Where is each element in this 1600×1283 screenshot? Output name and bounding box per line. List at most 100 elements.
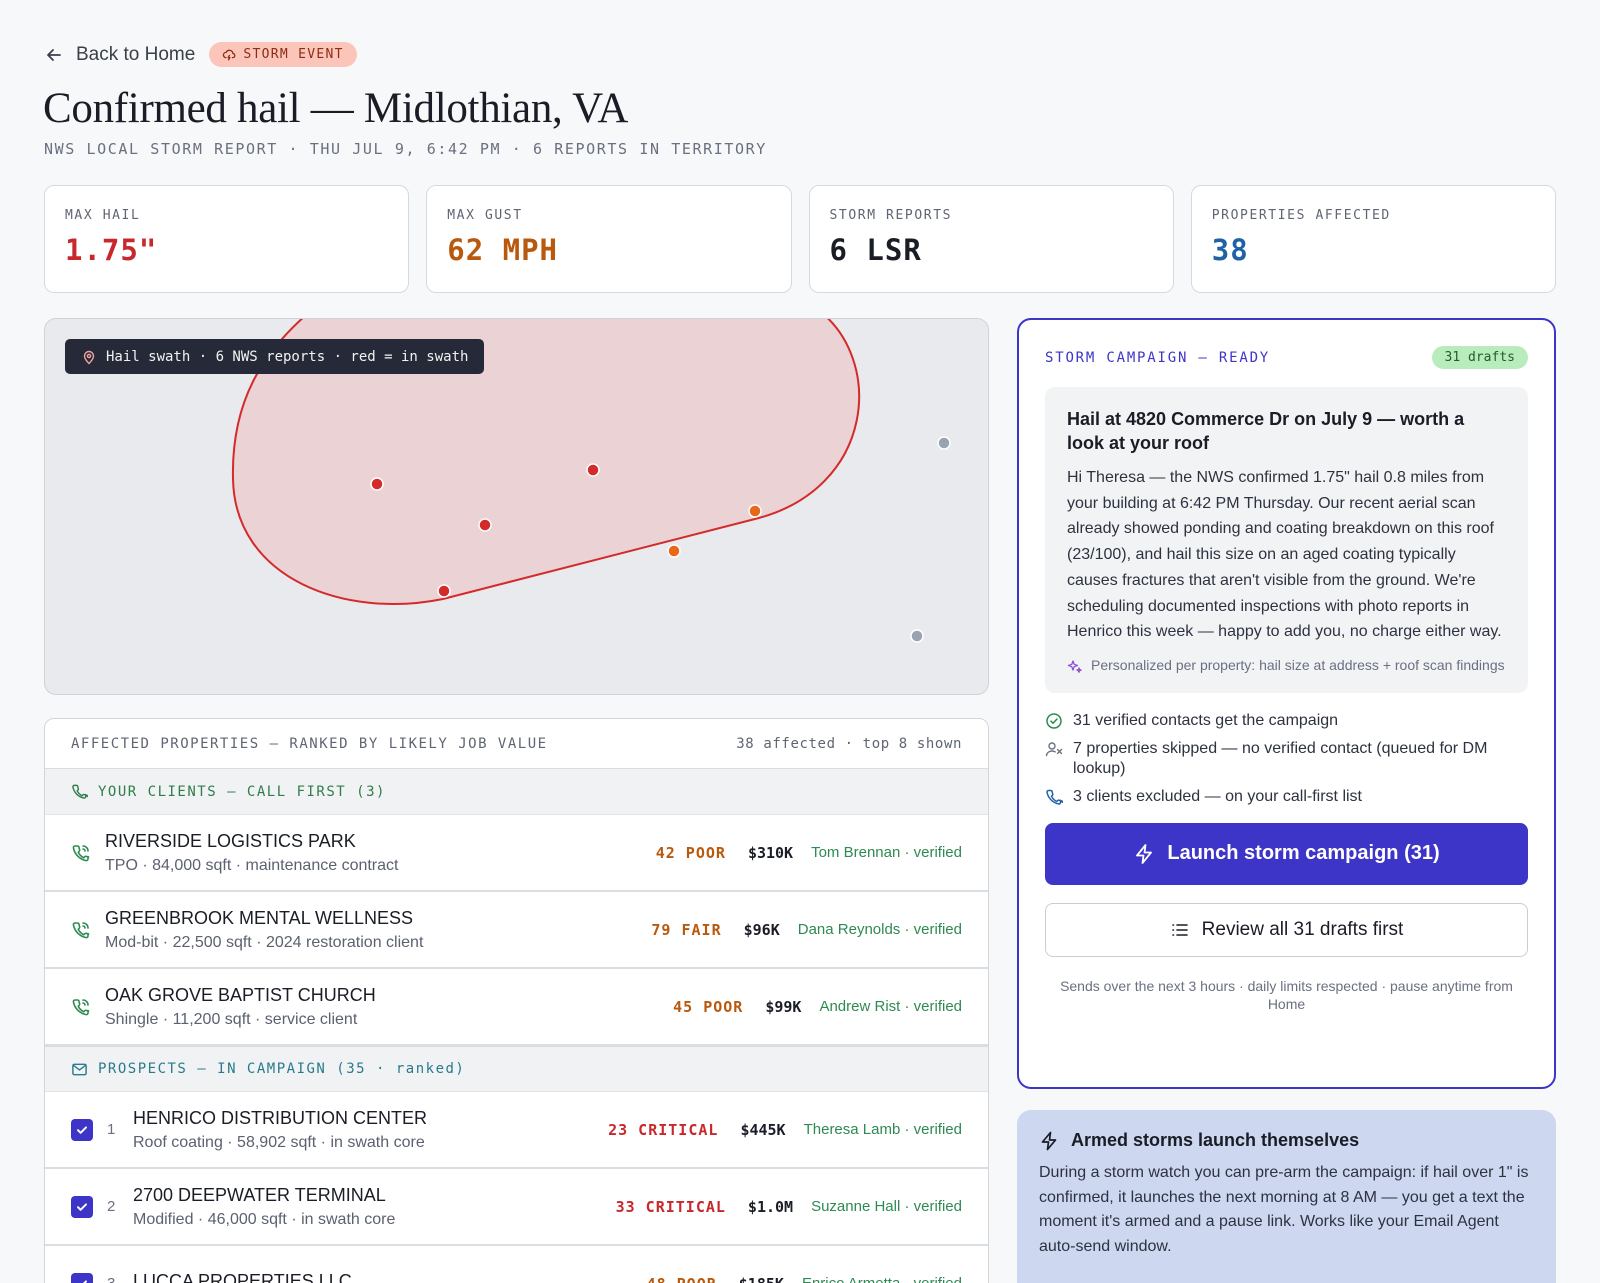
review-drafts-button[interactable]: Review all 31 drafts first xyxy=(1045,902,1528,957)
storm-event-label: STORM EVENT xyxy=(243,47,344,62)
list-icon xyxy=(1171,924,1188,936)
roof-score: 23 CRITICAL xyxy=(608,1120,719,1139)
property-name: LUCCA PROPERTIES LLC xyxy=(133,1270,352,1283)
properties-header: AFFECTED PROPERTIES — RANKED BY LIKELY J… xyxy=(45,719,988,769)
phone-call-icon[interactable] xyxy=(71,843,91,863)
launch-campaign-button[interactable]: Launch storm campaign (31) xyxy=(1045,822,1528,885)
launch-campaign-label: Launch storm campaign (31) xyxy=(1167,842,1440,865)
stat-value: 1.75" xyxy=(65,233,158,267)
sparkle-icon xyxy=(1067,660,1082,673)
contact-name[interactable]: Tom Brennan · verified xyxy=(811,844,962,861)
contact-name[interactable]: Theresa Lamb · verified xyxy=(803,1121,962,1138)
select-checkbox[interactable] xyxy=(71,1195,93,1218)
campaign-checklist: 31 verified contacts get the campaign 7 … xyxy=(1045,711,1528,807)
send-schedule-note: Sends over the next 3 hours · daily limi… xyxy=(1060,977,1513,1012)
contact-name[interactable]: Suzanne Hall · verified xyxy=(811,1198,962,1215)
page-subtitle: NWS LOCAL STORM REPORT · THU JUL 9, 6:42… xyxy=(44,140,767,158)
stat-card-properties-affected: PROPERTIES AFFECTED 38 xyxy=(1190,185,1556,293)
table-row[interactable]: 1 HENRICO DISTRIBUTION CENTER Roof coati… xyxy=(45,1092,988,1169)
stat-label: MAX GUST xyxy=(447,208,523,223)
storm-report-marker[interactable] xyxy=(667,544,681,558)
back-to-home-link[interactable]: Back to Home xyxy=(44,44,195,66)
table-row[interactable]: OAK GROVE BAPTIST CHURCH Shingle · 11,20… xyxy=(45,969,988,1046)
storm-map[interactable]: Hail swath · 6 NWS reports · red = in sw… xyxy=(44,318,989,695)
back-label: Back to Home xyxy=(76,43,196,65)
map-legend-text: Hail swath · 6 NWS reports · red = in sw… xyxy=(106,348,469,365)
storm-report-marker[interactable] xyxy=(748,504,762,518)
phone-call-icon[interactable] xyxy=(71,997,91,1017)
checklist-text: 3 clients excluded — on your call-first … xyxy=(1073,787,1362,805)
property-meta: Mod-bit · 22,500 sqft · 2024 restoration… xyxy=(105,933,424,951)
stat-card-max-hail: MAX HAIL 1.75" xyxy=(44,185,410,293)
contact-name[interactable]: Andrew Rist · verified xyxy=(819,998,962,1015)
hail-swath-area xyxy=(231,319,861,605)
checklist-text: 7 properties skipped — no verified conta… xyxy=(1073,739,1488,777)
storm-report-marker[interactable] xyxy=(437,584,451,598)
personalization-text: Personalized per property: hail size at … xyxy=(1091,656,1505,673)
armed-storms-header: Armed storms launch themselves xyxy=(1039,1130,1534,1151)
hail-swath-svg xyxy=(231,319,951,643)
stat-value: 38 xyxy=(1211,233,1249,267)
storm-report-marker[interactable] xyxy=(370,477,384,491)
select-checkbox[interactable] xyxy=(71,1272,93,1283)
contact-name[interactable]: Enrico Armetta · verified xyxy=(802,1275,962,1283)
list-item: 31 verified contacts get the campaign xyxy=(1045,711,1528,731)
prospects-section-label: PROSPECTS — IN CAMPAIGN (35 · ranked) xyxy=(98,1061,466,1077)
select-checkbox[interactable] xyxy=(71,1118,93,1141)
map-pin-icon xyxy=(83,350,95,364)
table-row[interactable]: RIVERSIDE LOGISTICS PARK TPO · 84,000 sq… xyxy=(45,815,988,892)
properties-title: AFFECTED PROPERTIES — RANKED BY LIKELY J… xyxy=(71,735,548,752)
table-row[interactable]: 3 LUCCA PROPERTIES LLC 48 POOR $185K Enr… xyxy=(45,1246,988,1283)
storm-report-marker[interactable] xyxy=(478,518,492,532)
property-meta: Shingle · 11,200 sqft · service client xyxy=(105,1010,358,1028)
lightning-icon xyxy=(1041,1131,1057,1150)
page-title: Confirmed hail — Midlothian, VA xyxy=(43,85,629,132)
campaign-title: STORM CAMPAIGN — READY xyxy=(1045,349,1271,366)
stat-card-storm-reports: STORM REPORTS 6 LSR xyxy=(808,185,1174,293)
drafts-badge: 31 drafts xyxy=(1431,346,1528,369)
email-body: Hi Theresa — the NWS confirmed 1.75" hai… xyxy=(1067,469,1502,641)
stat-card-max-gust: MAX GUST 62 MPH xyxy=(426,185,792,293)
stat-value: 6 LSR xyxy=(829,233,922,267)
storm-report-marker[interactable] xyxy=(586,463,600,477)
storm-report-marker[interactable] xyxy=(910,629,924,643)
mail-icon xyxy=(72,1063,87,1075)
check-icon xyxy=(77,1125,87,1134)
phone-call-icon[interactable] xyxy=(71,920,91,940)
job-value: $1.0M xyxy=(747,1197,794,1216)
roof-score: 45 POOR xyxy=(673,997,744,1016)
storm-report-marker[interactable] xyxy=(937,436,951,450)
storm-event-badge: STORM EVENT xyxy=(209,42,357,67)
armed-storms-body: During a storm watch you can pre-arm the… xyxy=(1039,1164,1529,1255)
rank-number: 3 xyxy=(107,1275,133,1283)
arrow-left-icon xyxy=(47,48,61,61)
list-item: 7 properties skipped — no verified conta… xyxy=(1045,739,1528,779)
job-value: $445K xyxy=(740,1120,786,1139)
property-name: HENRICO DISTRIBUTION CENTER xyxy=(133,1107,428,1128)
email-preview[interactable]: Hail at 4820 Commerce Dr on July 9 — wor… xyxy=(1045,387,1528,693)
rank-number: 2 xyxy=(107,1198,116,1215)
stat-label: MAX HAIL xyxy=(65,208,141,223)
prospects-section-header: PROSPECTS — IN CAMPAIGN (35 · ranked) xyxy=(45,1046,988,1092)
table-row[interactable]: 2 2700 DEEPWATER TERMINAL Modified · 46,… xyxy=(45,1169,988,1246)
clients-section-label: YOUR CLIENTS — CALL FIRST (3) xyxy=(98,783,386,800)
check-icon xyxy=(77,1202,87,1211)
affected-properties-panel: AFFECTED PROPERTIES — RANKED BY LIKELY J… xyxy=(44,718,989,1283)
contact-name[interactable]: Dana Reynolds · verified xyxy=(797,921,962,938)
property-meta: Modified · 46,000 sqft · in swath core xyxy=(133,1210,396,1228)
review-drafts-label: Review all 31 drafts first xyxy=(1201,918,1404,940)
stat-value: 62 MPH xyxy=(447,233,559,267)
stat-label: PROPERTIES AFFECTED xyxy=(1211,208,1391,223)
rank-number: 1 xyxy=(107,1121,116,1138)
roof-score: 33 CRITICAL xyxy=(615,1197,726,1216)
cloud-lightning-icon xyxy=(223,49,236,60)
roof-score: 79 FAIR xyxy=(651,920,722,939)
check-icon xyxy=(77,1279,87,1283)
job-value: $310K xyxy=(747,843,794,862)
table-row[interactable]: GREENBROOK MENTAL WELLNESS Mod-bit · 22,… xyxy=(45,892,988,969)
checklist-text: 31 verified contacts get the campaign xyxy=(1073,711,1339,729)
property-name: OAK GROVE BAPTIST CHURCH xyxy=(105,984,376,1005)
property-name: GREENBROOK MENTAL WELLNESS xyxy=(105,907,414,928)
properties-count: 38 affected · top 8 shown xyxy=(736,735,962,752)
storm-campaign-card: STORM CAMPAIGN — READY 31 drafts Hail at… xyxy=(1017,318,1556,1089)
